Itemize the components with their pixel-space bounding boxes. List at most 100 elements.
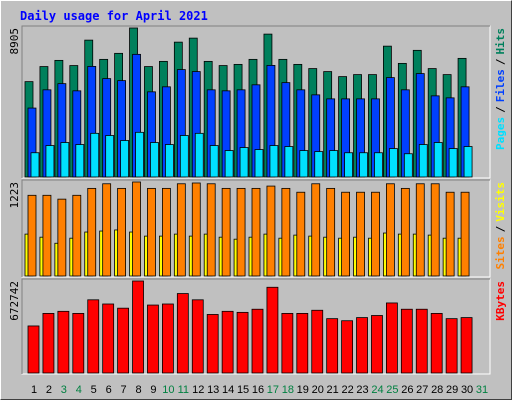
bar (266, 286, 279, 374)
bar (150, 142, 159, 178)
bar (403, 153, 413, 178)
x-tick-label: 27 (416, 384, 428, 396)
x-tick-label: 6 (106, 384, 112, 396)
x-tick-label: 11 (178, 384, 189, 396)
bar (311, 183, 321, 277)
x-tick-label: 17 (267, 384, 279, 396)
bar (87, 299, 100, 374)
x-tick-label: 15 (237, 384, 249, 396)
bar (102, 303, 115, 374)
x-tick-label: 29 (446, 384, 458, 396)
bar (236, 187, 246, 277)
bar (117, 187, 126, 277)
bar (311, 309, 324, 374)
x-tick-label: 16 (252, 384, 264, 396)
x-tick-label: 28 (431, 384, 443, 396)
bar (42, 194, 52, 277)
x-tick-label: 18 (282, 384, 294, 396)
x-tick-label: 3 (61, 384, 67, 396)
bar (27, 325, 40, 374)
bar (75, 144, 85, 178)
bar (147, 304, 159, 374)
bar (27, 194, 37, 277)
x-tick-label: 12 (192, 384, 204, 396)
bar (463, 146, 473, 178)
x-tick-label: 8 (135, 384, 141, 396)
y-max-label: 1223 (8, 182, 21, 209)
bar (400, 308, 413, 374)
legend: Pages / Files / Hits (494, 28, 507, 150)
bar (371, 191, 380, 277)
bar (164, 144, 174, 178)
bar (221, 187, 231, 277)
x-tick-label: 22 (341, 384, 353, 396)
bar (251, 308, 264, 374)
bar (60, 142, 70, 178)
x-tick-label: 2 (46, 384, 52, 396)
x-tick-label: 25 (386, 384, 398, 396)
bar (433, 142, 443, 178)
bar (326, 318, 339, 374)
x-tick-label: 14 (222, 384, 234, 396)
bar (284, 146, 294, 178)
bar (341, 191, 351, 277)
legend-separator: / (494, 106, 507, 113)
bar (314, 151, 324, 178)
bar (400, 187, 410, 277)
bar (57, 198, 67, 277)
bar (326, 187, 336, 277)
bar (176, 183, 186, 277)
bar (206, 314, 219, 374)
bar (341, 320, 354, 374)
bar (105, 135, 115, 178)
x-tick-label: 5 (91, 384, 97, 396)
bar (388, 148, 398, 178)
bar (296, 191, 306, 277)
x-tick-label: 19 (297, 384, 309, 396)
legend-separator: / (494, 225, 507, 232)
chart-title: Daily usage for April 2021 (20, 9, 208, 23)
bar (254, 149, 264, 178)
x-tick-label: 23 (356, 384, 368, 396)
x-tick-label: 13 (207, 384, 219, 396)
bar (445, 191, 455, 277)
bar (132, 280, 144, 374)
legend-entry: Sites (494, 236, 507, 269)
bar (179, 135, 189, 178)
bar (102, 183, 112, 277)
bar (385, 302, 398, 374)
bar (132, 181, 141, 277)
bar (72, 194, 82, 277)
bar (176, 293, 189, 374)
bar (191, 182, 201, 277)
bar (45, 145, 55, 178)
x-tick-label: 20 (312, 384, 324, 396)
bar (269, 145, 279, 178)
bar (239, 147, 249, 178)
panel-shadow (21, 25, 490, 178)
x-tick-label: 10 (162, 384, 174, 396)
bar (359, 152, 368, 178)
x-tick-label: 1 (31, 384, 37, 396)
bar (356, 191, 365, 277)
bar (371, 315, 383, 374)
bar (161, 187, 171, 277)
bar (147, 187, 156, 277)
bar (135, 131, 144, 178)
bar (356, 317, 368, 374)
bar (448, 148, 458, 178)
legend-entry: Visits (494, 182, 507, 222)
x-tick-label: 9 (150, 384, 156, 396)
bar (251, 187, 261, 277)
x-tick-label: 24 (371, 384, 383, 396)
x-tick-label: 30 (461, 384, 473, 396)
bar (418, 144, 428, 178)
bar (415, 183, 425, 277)
x-tick-label: 31 (476, 384, 488, 396)
bar (30, 152, 40, 178)
panel-shadow (21, 278, 490, 374)
x-tick-label: 21 (327, 384, 339, 396)
legend-entry: Pages (494, 117, 507, 150)
bar (209, 145, 219, 178)
